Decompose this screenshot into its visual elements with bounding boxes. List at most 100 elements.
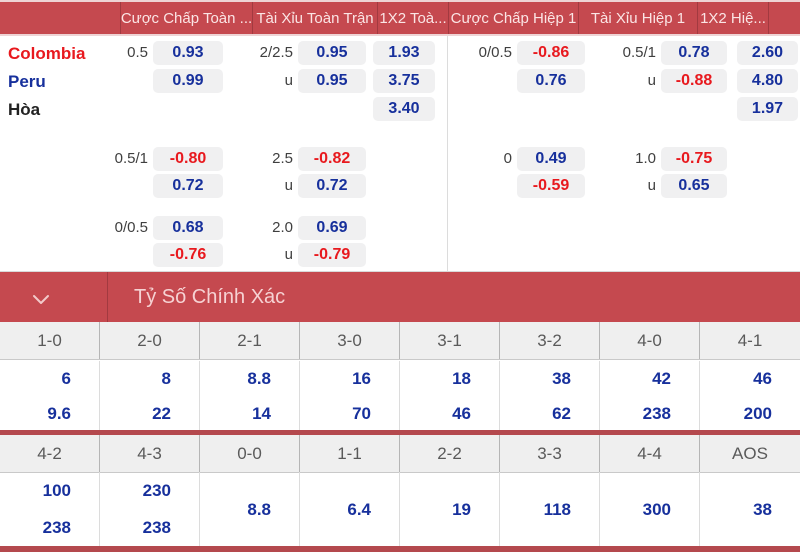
score-odds[interactable]: 14 bbox=[252, 403, 271, 423]
market-header-handicap-ft[interactable]: Cược Chấp Toàn ... bbox=[120, 2, 252, 34]
ft-handicap-odds-home[interactable]: 0.93 bbox=[153, 41, 223, 65]
market-header-overunder-h1[interactable]: Tài Xỉu Hiệp 1 bbox=[578, 2, 697, 34]
ft-under-odds[interactable]: 0.95 bbox=[298, 69, 366, 93]
ft-handicap-line-3: 0/0.5 bbox=[114, 219, 148, 236]
ft-under-odds-2[interactable]: 0.72 bbox=[298, 174, 366, 198]
score-header-cell: 3-1 bbox=[400, 322, 500, 359]
ft-over-odds-3[interactable]: 0.69 bbox=[298, 216, 366, 240]
ft-overunder-line: 2/2.5 bbox=[259, 44, 293, 61]
score-odds[interactable]: 38 bbox=[552, 368, 571, 388]
score-odds-column: 16 70 bbox=[300, 361, 400, 430]
h1-1x2-away-odds[interactable]: 4.80 bbox=[737, 69, 798, 93]
ft-over-odds-2[interactable]: -0.82 bbox=[298, 147, 366, 171]
score-odds-column: 8 22 bbox=[100, 361, 200, 430]
market-header-handicap-h1[interactable]: Cược Chấp Hiệp 1 bbox=[448, 2, 578, 34]
score-odds[interactable]: 238 bbox=[42, 518, 71, 537]
score-header-cell: 1-0 bbox=[0, 322, 100, 359]
h1-overunder-line: 0.5/1 bbox=[622, 44, 656, 61]
score-odds[interactable]: 118 bbox=[543, 499, 571, 519]
bottom-red-line bbox=[0, 546, 800, 552]
score-header-cell: AOS bbox=[732, 443, 768, 463]
score-odds[interactable]: 70 bbox=[352, 403, 371, 423]
score-odds[interactable]: 62 bbox=[552, 403, 571, 423]
team-away-label: Peru bbox=[8, 72, 46, 91]
odds-section-border bbox=[0, 271, 800, 272]
score-header-cell: 2-0 bbox=[100, 322, 200, 359]
ft-1x2-home-odds[interactable]: 1.93 bbox=[373, 41, 435, 65]
score-odds-column: 6.4 bbox=[300, 472, 400, 546]
score-odds[interactable]: 230 bbox=[142, 481, 171, 500]
score-odds[interactable]: 9.6 bbox=[47, 403, 71, 423]
score-odds[interactable]: 18 bbox=[452, 368, 471, 388]
score-header-cell: 4-3 bbox=[100, 435, 200, 472]
score-odds[interactable]: 42 bbox=[652, 368, 671, 388]
score-odds[interactable]: 22 bbox=[152, 403, 171, 423]
score-odds[interactable]: 16 bbox=[352, 368, 371, 388]
score-header-row-1: 1-0 2-0 2-1 3-0 3-1 3-2 4-0 4-1 bbox=[0, 322, 800, 360]
correct-score-title: Tỷ Số Chính Xác bbox=[134, 286, 286, 308]
score-header-cell: 1-1 bbox=[300, 435, 400, 472]
market-header-empty bbox=[0, 2, 120, 34]
score-odds[interactable]: 38 bbox=[753, 499, 772, 519]
h1-handicap-odds-away-2[interactable]: -0.59 bbox=[517, 174, 585, 198]
score-odds[interactable]: 100 bbox=[42, 481, 71, 500]
ft-handicap-odds-home-3[interactable]: 0.68 bbox=[153, 216, 223, 240]
score-odds[interactable]: 238 bbox=[642, 403, 671, 423]
h1-1x2-draw-odds[interactable]: 1.97 bbox=[737, 97, 798, 121]
score-values-row-2: 100 238 230 238 8.8 6.4 19 118 300 38 bbox=[0, 472, 800, 546]
score-header-cell: 3-0 bbox=[300, 322, 400, 359]
ft-over-odds[interactable]: 0.95 bbox=[298, 41, 366, 65]
market-header-1x2-ft[interactable]: 1X2 Toà... bbox=[377, 2, 448, 34]
h1-handicap-odds-home-2[interactable]: 0.49 bbox=[517, 147, 585, 171]
score-odds[interactable]: 300 bbox=[642, 499, 671, 519]
ft-under-odds-3[interactable]: -0.79 bbox=[298, 243, 366, 267]
market-header-partial bbox=[768, 2, 800, 34]
score-odds[interactable]: 6 bbox=[61, 368, 71, 388]
h1-under-odds[interactable]: -0.88 bbox=[661, 69, 727, 93]
h1-under-odds-2[interactable]: 0.65 bbox=[661, 174, 727, 198]
ft-under-label-2: u bbox=[284, 177, 293, 194]
score-header-cell: 4-4 bbox=[600, 435, 700, 472]
h1-handicap-odds-away[interactable]: 0.76 bbox=[517, 69, 585, 93]
correct-score-section-header[interactable]: Tỷ Số Chính Xác bbox=[0, 272, 800, 322]
score-odds[interactable]: 46 bbox=[452, 403, 471, 423]
ft-under-label-3: u bbox=[284, 246, 293, 263]
score-odds[interactable]: 238 bbox=[142, 518, 171, 537]
ft-handicap-odds-away-2[interactable]: 0.72 bbox=[153, 174, 223, 198]
score-header-cell: 2-2 bbox=[400, 435, 500, 472]
h1-over-odds-2[interactable]: -0.75 bbox=[661, 147, 727, 171]
h1-under-label: u bbox=[647, 72, 656, 89]
ft-1x2-away-odds[interactable]: 3.75 bbox=[373, 69, 435, 93]
score-odds[interactable]: 8 bbox=[161, 368, 171, 388]
h1-overunder-line-2: 1.0 bbox=[635, 150, 656, 167]
ft-handicap-odds-away-3[interactable]: -0.76 bbox=[153, 243, 223, 267]
score-header-cell: 4-0 bbox=[600, 322, 700, 359]
h1-handicap-odds-home[interactable]: -0.86 bbox=[517, 41, 585, 65]
halves-divider bbox=[447, 36, 448, 271]
score-header-cell: 2-1 bbox=[200, 322, 300, 359]
score-odds-column: 300 bbox=[600, 472, 700, 546]
score-values-row-1: 6 9.6 8 22 8.8 14 16 70 18 46 38 62 42 2… bbox=[0, 361, 800, 430]
ft-under-label: u bbox=[284, 72, 293, 89]
chevron-down-icon bbox=[32, 292, 50, 310]
score-odds[interactable]: 200 bbox=[743, 403, 772, 423]
score-odds[interactable]: 19 bbox=[452, 499, 471, 519]
market-header-overunder-ft[interactable]: Tài Xỉu Toàn Trận bbox=[252, 2, 377, 34]
ft-1x2-draw-odds[interactable]: 3.40 bbox=[373, 97, 435, 121]
score-odds-column: 42 238 bbox=[600, 361, 700, 430]
ft-handicap-line: 0.5 bbox=[127, 44, 148, 61]
score-odds[interactable]: 46 bbox=[753, 368, 772, 388]
score-odds-column: 100 238 bbox=[0, 472, 100, 546]
score-header-cell: 3-2 bbox=[500, 322, 600, 359]
score-odds[interactable]: 8.8 bbox=[247, 499, 271, 519]
h1-over-odds[interactable]: 0.78 bbox=[661, 41, 727, 65]
market-header-1x2-h1[interactable]: 1X2 Hiệ... bbox=[697, 2, 768, 34]
draw-label: Hòa bbox=[8, 100, 41, 119]
score-odds[interactable]: 6.4 bbox=[347, 499, 371, 519]
h1-under-label-2: u bbox=[647, 177, 656, 194]
h1-1x2-home-odds[interactable]: 2.60 bbox=[737, 41, 798, 65]
ft-handicap-odds-away[interactable]: 0.99 bbox=[153, 69, 223, 93]
score-odds-column: 6 9.6 bbox=[0, 361, 100, 430]
ft-handicap-odds-home-2[interactable]: -0.80 bbox=[153, 147, 223, 171]
score-odds[interactable]: 8.8 bbox=[247, 368, 271, 388]
